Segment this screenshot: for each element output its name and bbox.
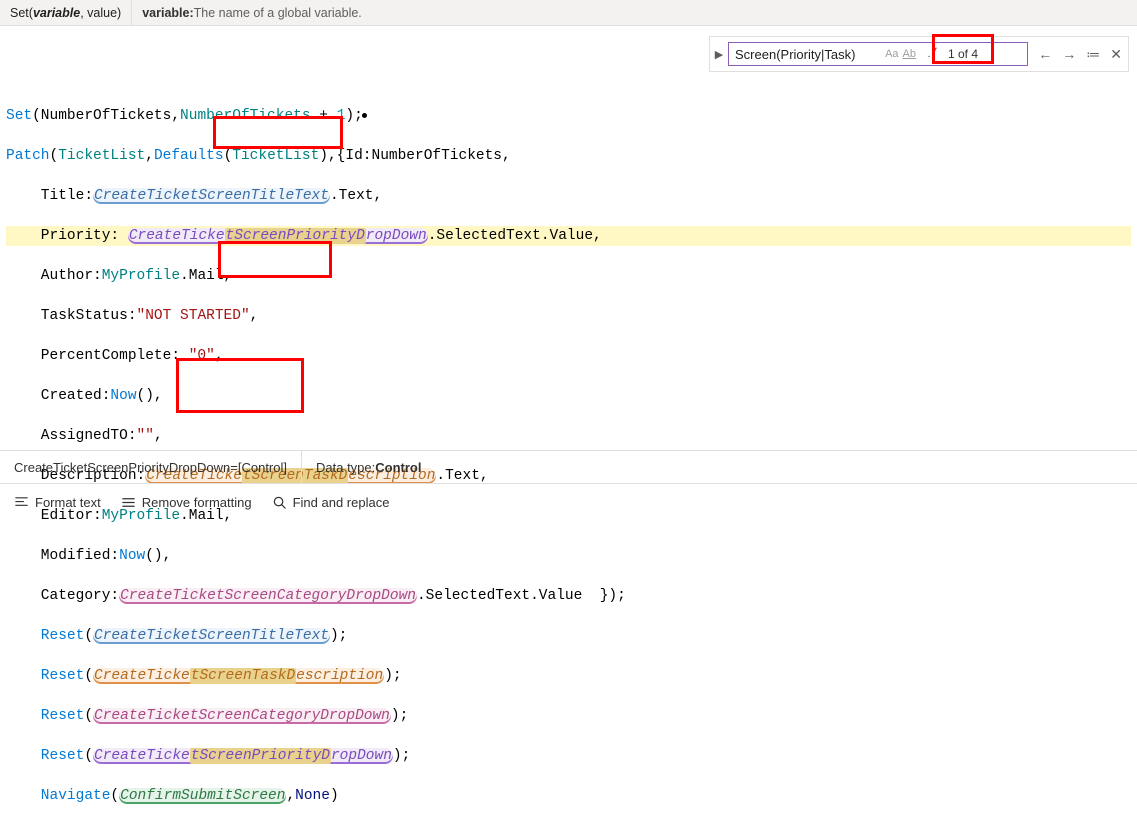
function-signature: Set(variable, value)	[0, 0, 132, 25]
find-list-icon[interactable]: ≔	[1086, 47, 1100, 61]
identifier-category-dd[interactable]: CreateTicketScreenCategoryDropDown	[119, 588, 417, 604]
match-case-toggle[interactable]: Aa	[885, 49, 898, 60]
find-panel: ▶ Aa Ab .* 1 of 4 ← → ≔ ✕	[709, 36, 1129, 72]
find-status: 1 of 4	[946, 47, 980, 61]
param-description: variable: The name of a global variable.	[132, 0, 372, 25]
format-text-icon	[14, 495, 29, 510]
formula-editor[interactable]: Set(NumberOfTickets,NumberOfTickets + 1)…	[0, 26, 1137, 832]
identifier-priority-dd[interactable]: CreateTicketScreenPriorityDropDown	[128, 228, 428, 244]
find-nav: ← → ≔ ✕	[1032, 47, 1122, 61]
identifier-priority-dd-reset[interactable]: CreateTicketScreenPriorityDropDown	[93, 748, 393, 764]
find-options: Aa Ab	[885, 49, 916, 60]
cursor-icon	[362, 113, 367, 118]
find-prev-icon[interactable]: ←	[1038, 47, 1052, 61]
identifier-title-text-reset[interactable]: CreateTicketScreenTitleText	[93, 628, 330, 644]
identifier-task-desc-reset[interactable]: CreateTicketScreenTaskDescription	[93, 668, 384, 684]
identifier-category-dd-reset[interactable]: CreateTicketScreenCategoryDropDown	[93, 708, 391, 724]
format-text-button[interactable]: Format text	[14, 495, 101, 510]
regex-toggle[interactable]: .*	[920, 45, 938, 63]
find-input[interactable]	[728, 42, 1028, 66]
status-bar: CreateTicketScreenPriorityDropDown = [Co…	[0, 450, 1137, 484]
signature-bar: Set(variable, value) variable: The name …	[0, 0, 1137, 26]
identifier-confirm-screen[interactable]: ConfirmSubmitScreen	[119, 788, 286, 804]
status-datatype: Data type: Control	[302, 451, 435, 483]
remove-formatting-icon	[121, 495, 136, 510]
identifier-title-text[interactable]: CreateTicketScreenTitleText	[93, 188, 330, 204]
highlighted-line: Priority: CreateTicketScreenPriorityDrop…	[6, 226, 1131, 246]
find-expand-icon[interactable]: ▶	[714, 48, 724, 61]
toolbar: Format text Remove formatting Find and r…	[0, 484, 1137, 520]
find-close-icon[interactable]: ✕	[1110, 47, 1122, 61]
find-next-icon[interactable]: →	[1062, 47, 1076, 61]
find-replace-button[interactable]: Find and replace	[272, 495, 390, 510]
remove-formatting-button[interactable]: Remove formatting	[121, 495, 252, 510]
whole-word-toggle[interactable]: Ab	[903, 49, 916, 60]
search-icon	[272, 495, 287, 510]
status-element: CreateTicketScreenPriorityDropDown = [Co…	[0, 451, 302, 483]
